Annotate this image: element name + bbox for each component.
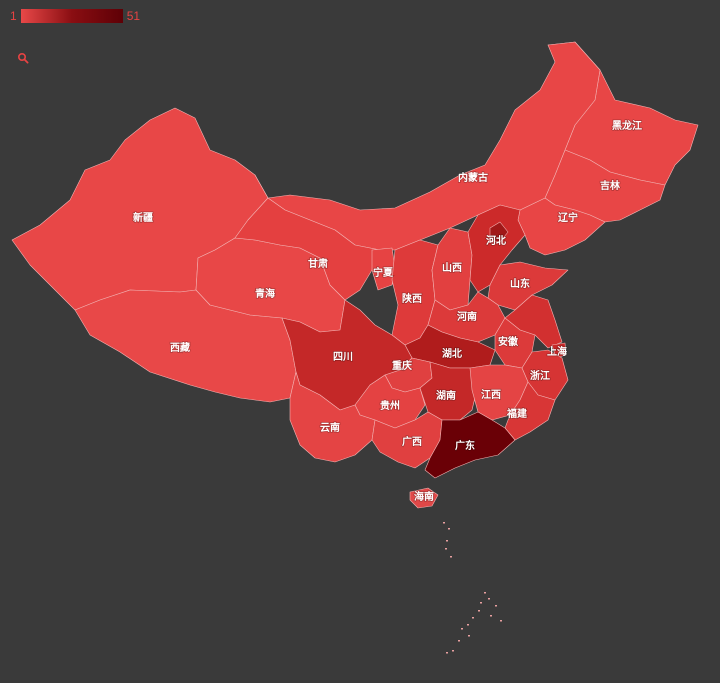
province-label-qinghai: 青海 <box>255 287 275 300</box>
province-label-hubei: 湖北 <box>442 347 462 360</box>
province-label-liaoning: 辽宁 <box>558 211 578 224</box>
province-label-guangxi: 广西 <box>402 435 422 448</box>
province-ningxia[interactable] <box>371 247 396 291</box>
province-label-xinjiang: 新疆 <box>133 211 153 224</box>
province-label-sichuan: 四川 <box>333 351 353 363</box>
province-label-guizhou: 贵州 <box>380 399 400 412</box>
province-label-ningxia: 宁夏 <box>373 266 394 279</box>
legend-gradient-bar[interactable] <box>20 9 123 23</box>
province-guangdong[interactable] <box>424 411 516 479</box>
legend-max-label: 51 <box>126 9 141 23</box>
province-label-zhejiang: 浙江 <box>530 369 550 382</box>
legend-min-label: 1 <box>10 9 17 23</box>
south-china-sea-island <box>461 628 463 630</box>
province-label-hunan: 湖南 <box>436 389 456 402</box>
province-label-fujian: 福建 <box>506 407 528 420</box>
south-china-sea-island <box>480 602 482 604</box>
south-china-sea-island <box>490 615 492 617</box>
south-china-sea-island <box>450 556 452 558</box>
south-china-sea-island <box>448 528 450 530</box>
province-label-xizang: 西藏 <box>170 341 190 354</box>
south-china-sea-island <box>478 610 480 612</box>
south-china-sea-island <box>468 635 470 637</box>
province-label-neimenggu: 内蒙古 <box>458 171 488 184</box>
province-label-gansu: 甘肃 <box>308 257 328 270</box>
province-label-hainan: 海南 <box>414 490 434 503</box>
province-label-anhui: 安徽 <box>498 335 519 348</box>
south-china-sea-island <box>495 605 497 607</box>
province-label-shanxi: 山西 <box>442 261 462 274</box>
province-label-jiangxi: 江西 <box>481 388 501 401</box>
south-china-sea-island <box>446 652 448 654</box>
south-china-sea-island <box>446 540 448 542</box>
south-china-sea-island <box>484 592 486 594</box>
south-china-sea-island <box>452 650 454 652</box>
visual-map-legend: 1 51 <box>10 9 140 23</box>
province-label-henan: 河南 <box>457 310 477 323</box>
province-hainan[interactable] <box>409 487 439 509</box>
province-beijing[interactable] <box>489 221 509 243</box>
south-china-sea-island <box>500 620 502 622</box>
province-label-guangdong: 广东 <box>455 439 475 452</box>
province-label-jilin: 吉林 <box>600 179 621 192</box>
magnifier-icon <box>17 52 29 64</box>
south-china-sea-island <box>488 598 490 600</box>
province-label-shaanxi: 陕西 <box>402 292 422 305</box>
province-label-chongqing: 重庆 <box>392 359 412 372</box>
zoom-button[interactable] <box>14 49 32 67</box>
province-label-heilongjiang: 黑龙江 <box>612 119 642 132</box>
province-label-yunnan: 云南 <box>320 421 340 434</box>
south-china-sea-island <box>445 548 447 550</box>
province-label-hebei: 河北 <box>486 234 506 247</box>
south-china-sea-island <box>458 640 460 642</box>
south-china-sea-island <box>443 522 445 524</box>
south-china-sea-island <box>467 624 469 626</box>
south-china-sea-island <box>472 617 474 619</box>
province-label-shandong: 山东 <box>510 277 530 290</box>
province-label-shanghai: 上海 <box>547 345 567 358</box>
